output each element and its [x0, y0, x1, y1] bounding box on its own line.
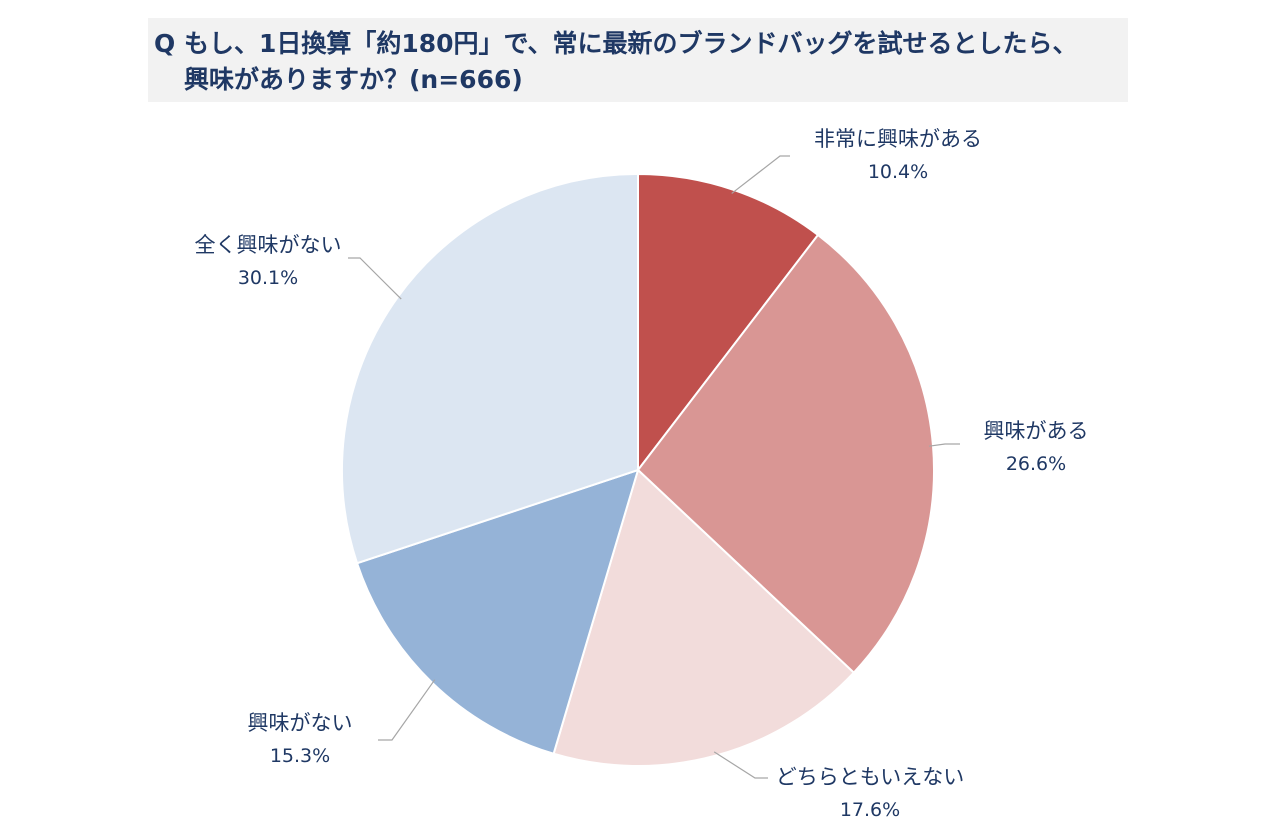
leader-line-5: [348, 257, 402, 300]
chart-title-box: Q もし、1日換算「約180円」で、常に最新のブランドバッグを試せるとしたら、 …: [148, 18, 1128, 102]
chart-title-line-1: Q もし、1日換算「約180円」で、常に最新のブランドバッグを試せるとしたら、: [154, 29, 1078, 58]
leader-line-1: [731, 155, 790, 194]
slice-value-2: 26.6%: [1006, 453, 1066, 475]
slice-label-4: 興味がない: [248, 711, 353, 735]
pie-slices: [341, 172, 935, 767]
pie-slice-3: [552, 468, 856, 767]
leader-lines: [348, 155, 960, 779]
slice-value-4: 15.3%: [270, 745, 330, 767]
pie-slice-5: [341, 172, 639, 565]
pie-slice-1: [637, 172, 820, 473]
slice-label-2: 興味がある: [984, 419, 1089, 443]
slice-value-1: 10.4%: [868, 161, 928, 183]
slice-labels: 非常に興味がある 10.4% 興味がある 26.6% どちらともいえない 17.6% 興味が…: [195, 127, 1089, 821]
leader-line-2: [928, 443, 960, 447]
leader-line-3: [713, 751, 768, 779]
chart-title-line-2: 興味がありますか？(n=666): [184, 65, 523, 94]
slice-value-3: 17.6%: [840, 799, 900, 821]
slice-label-3: どちらともいえない: [776, 765, 965, 789]
leader-line-4: [378, 679, 436, 741]
slice-label-1: 非常に興味がある: [814, 127, 982, 151]
slice-label-5: 全く興味がない: [195, 233, 342, 257]
slice-value-5: 30.1%: [238, 267, 298, 289]
